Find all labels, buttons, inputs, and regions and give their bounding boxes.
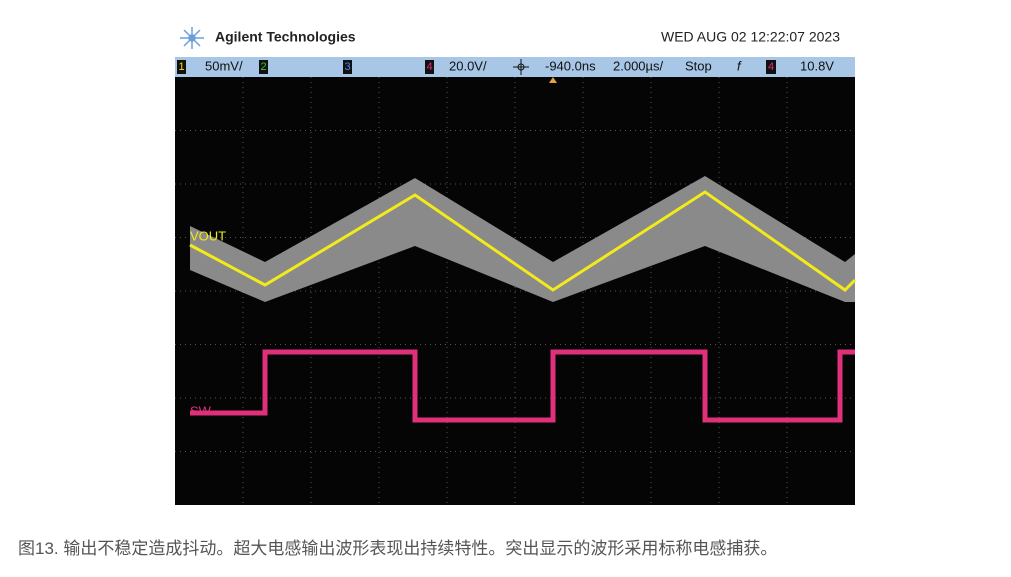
- trigger-ch-box: [766, 60, 776, 74]
- ch3-box: [343, 60, 352, 74]
- trigger-marker: [549, 77, 557, 83]
- ch4-box: [425, 60, 434, 74]
- run-state: Stop: [685, 58, 712, 73]
- vout-label: VOUT: [190, 228, 226, 243]
- ch3: 3: [344, 61, 350, 73]
- scope-screenshot: Agilent Technologies WED AUG 02 12:22:07…: [175, 27, 857, 505]
- brand: Agilent Technologies: [215, 29, 356, 45]
- trigger-icon: [513, 59, 529, 75]
- ch1: 1: [178, 61, 184, 73]
- ch4: 4: [426, 61, 432, 73]
- ch1-scale: 50mV/: [205, 58, 243, 73]
- grid: [175, 77, 855, 505]
- ch2: 2: [260, 61, 266, 73]
- ch1-box: [177, 60, 186, 74]
- ch4-scale: 20.0V/: [449, 58, 487, 73]
- sw-trace: [190, 349, 855, 423]
- trigger-slope: f: [737, 58, 742, 73]
- status-items: 1 50mV/ 2 3 4 20.0V/ -940.0ns 2.000µs/ S…: [177, 58, 834, 75]
- delay: -940.0ns: [545, 58, 596, 73]
- trigger-level: 10.8V: [800, 58, 834, 73]
- agilent-logo: [180, 27, 204, 49]
- ch2-box: [259, 60, 268, 74]
- timebase: 2.000µs/: [613, 58, 664, 73]
- sw-label: SW: [190, 403, 212, 418]
- trigger-ch: 4: [768, 61, 774, 73]
- vout-trace: [189, 190, 857, 292]
- vout-envelope: [190, 176, 855, 302]
- datetime: WED AUG 02 12:22:07 2023: [661, 29, 840, 45]
- caption: 图13. 输出不稳定造成抖动。超大电感输出波形表现出持续特性。突出显示的波形采用…: [18, 539, 778, 558]
